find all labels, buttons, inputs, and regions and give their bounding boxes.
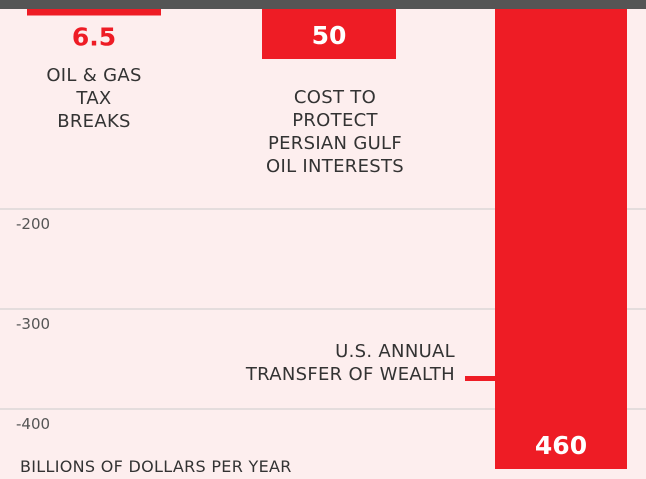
bar (262, 9, 396, 59)
category-label: U.S. ANNUAL TRANSFER OF WEALTH (245, 341, 455, 385)
y-tick-label: -400 (16, 415, 50, 433)
value-label: 6.5 (72, 23, 116, 52)
value-label: 50 (312, 21, 347, 50)
bar (495, 9, 627, 469)
category-label: OIL & GAS TAX BREAKS (46, 65, 142, 132)
y-tick-label: -300 (16, 315, 50, 333)
value-label: 460 (535, 431, 587, 460)
annotation-pointer (465, 376, 497, 381)
y-tick-label: -200 (16, 215, 50, 233)
y-axis-label: BILLIONS OF DOLLARS PER YEAR (20, 457, 292, 476)
top-axis (0, 0, 646, 9)
category-label: COST TO PROTECT PERSIAN GULF OIL INTERES… (266, 87, 404, 177)
bar (27, 9, 161, 16)
